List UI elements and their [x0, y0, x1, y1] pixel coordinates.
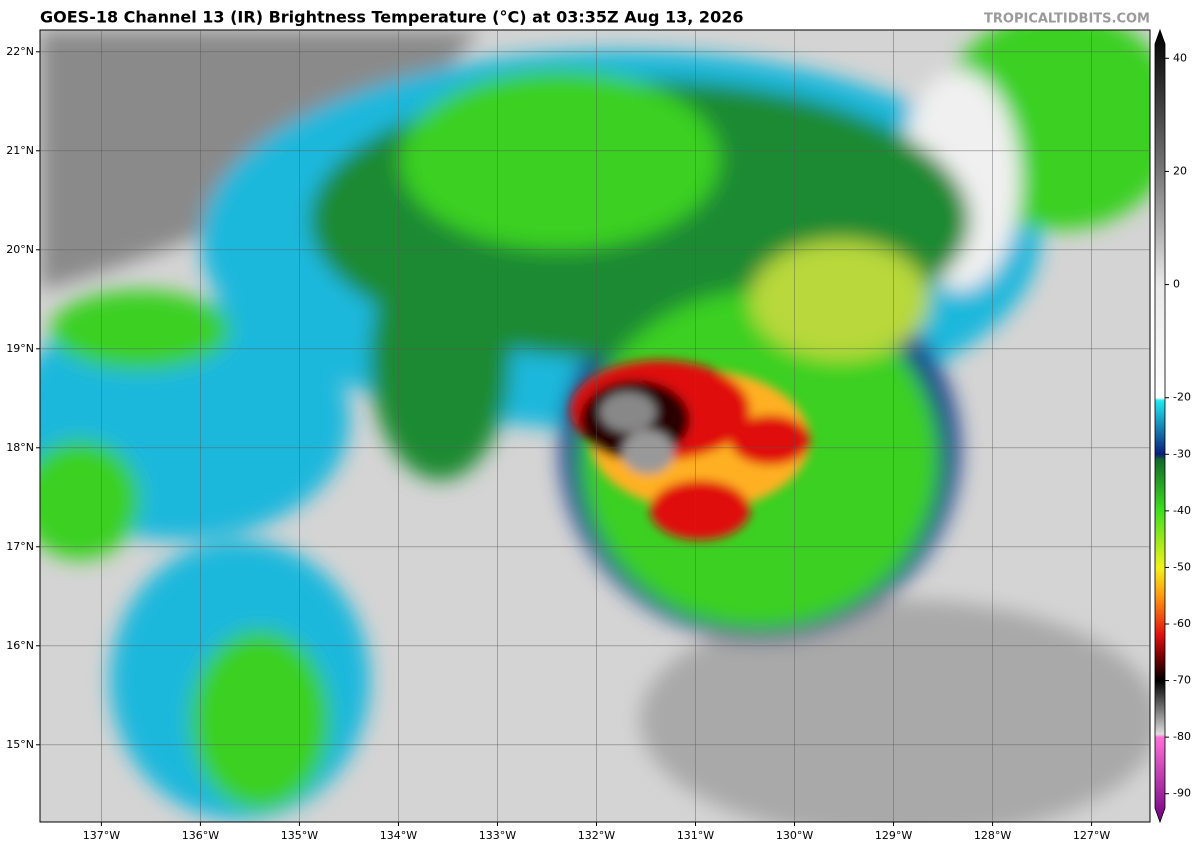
y-tick-label: 18°N — [6, 441, 34, 454]
y-tick-label: 16°N — [6, 639, 34, 652]
y-tick-label: 21°N — [6, 144, 34, 157]
x-tick-label: 135°W — [281, 829, 318, 842]
x-tick-label: 127°W — [1073, 829, 1110, 842]
colorbar-tick-label: 20 — [1173, 164, 1187, 177]
x-tick-label: 132°W — [578, 829, 615, 842]
y-tick-label: 19°N — [6, 342, 34, 355]
x-tick-label: 131°W — [677, 829, 714, 842]
x-tick-label: 130°W — [776, 829, 813, 842]
watermark: TROPICALTIDBITS.COM — [984, 12, 1150, 27]
x-tick-label: 134°W — [380, 829, 417, 842]
colorbar-tick-label: -30 — [1173, 447, 1191, 460]
colorbar — [1154, 28, 1166, 824]
y-tick-label: 17°N — [6, 540, 34, 553]
title: GOES-18 Channel 13 (IR) Brightness Tempe… — [40, 8, 743, 27]
y-tick-label: 20°N — [6, 243, 34, 256]
colorbar-tick-label: -50 — [1173, 560, 1191, 573]
colorbar-tick-label: -70 — [1173, 674, 1191, 687]
colorbar-tick-label: -80 — [1173, 730, 1191, 743]
colorbar-tick-label: -40 — [1173, 504, 1191, 517]
colorbar-tick-label: -20 — [1173, 391, 1191, 404]
y-tick-label: 22°N — [6, 45, 34, 58]
x-tick-label: 133°W — [479, 829, 516, 842]
x-tick-label: 137°W — [83, 829, 120, 842]
colorbar-tick-label: 0 — [1173, 278, 1180, 291]
map-frame — [39, 29, 1151, 823]
colorbar-tick-label: 40 — [1173, 51, 1187, 64]
colorbar-tick-label: -90 — [1173, 787, 1191, 800]
x-tick-label: 129°W — [875, 829, 912, 842]
colorbar-tick-label: -60 — [1173, 617, 1191, 630]
x-tick-label: 128°W — [974, 829, 1011, 842]
satellite-image — [40, 30, 1150, 822]
y-tick-label: 15°N — [6, 738, 34, 751]
x-tick-label: 136°W — [182, 829, 219, 842]
